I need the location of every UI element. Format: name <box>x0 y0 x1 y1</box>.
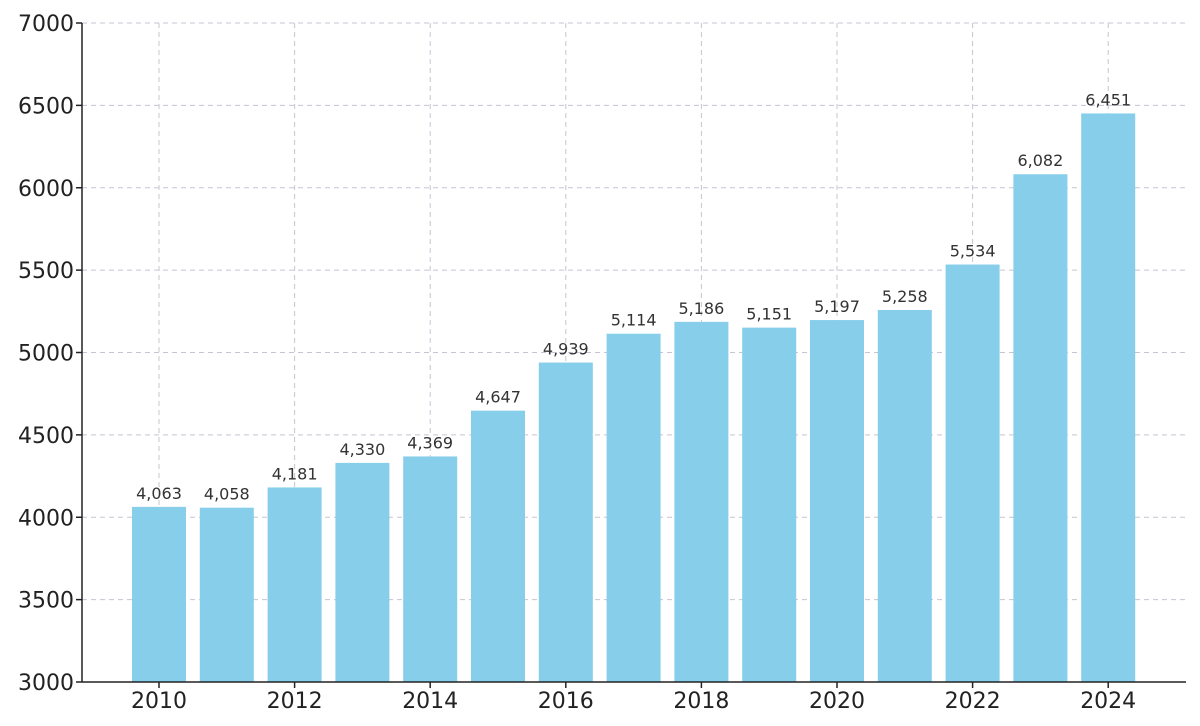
x-tick-label-2022: 2022 <box>945 689 1001 714</box>
data-label-2019: 5,151 <box>746 305 792 324</box>
data-label-2014: 4,369 <box>407 433 453 452</box>
bar-2020 <box>810 320 864 682</box>
data-label-2016: 4,939 <box>543 340 589 359</box>
bar-2014 <box>403 456 458 682</box>
x-tick-label-2024: 2024 <box>1080 689 1136 714</box>
bar-2019 <box>742 327 797 682</box>
bars <box>132 113 1136 683</box>
data-label-2017: 5,114 <box>611 311 657 330</box>
x-tick-label-2016: 2016 <box>538 689 594 714</box>
bar-2017 <box>606 333 661 682</box>
bar-2018 <box>674 321 729 682</box>
y-tick-label-6000: 6000 <box>18 177 74 202</box>
data-labels: 4,063 4,058 4,181 4,330 4,369 4,647 4,939 5,114… <box>136 90 1131 503</box>
y-tick-label-5500: 5500 <box>18 259 74 284</box>
data-label-2020: 5,197 <box>814 297 860 316</box>
data-label-2023: 6,082 <box>1017 151 1063 170</box>
tick-labels: 3000 3500 4000 4500 5000 5500 6000 6500 7000 2010… <box>18 12 1136 714</box>
y-tick-label-4500: 4500 <box>18 424 74 449</box>
y-tick-label-6500: 6500 <box>18 94 74 119</box>
bar-2013 <box>335 462 390 682</box>
y-tick-label-5000: 5000 <box>18 342 74 367</box>
bar-2015 <box>471 410 525 682</box>
axes <box>76 22 1186 688</box>
data-label-2015: 4,647 <box>475 388 521 407</box>
bar-2021 <box>877 309 932 682</box>
data-label-2021: 5,258 <box>882 287 928 306</box>
bar-2022 <box>945 264 1000 682</box>
data-label-2024: 6,451 <box>1085 90 1131 109</box>
data-label-2012: 4,181 <box>272 464 318 483</box>
data-label-2013: 4,330 <box>339 440 385 459</box>
y-tick-label-4000: 4000 <box>18 506 74 531</box>
data-label-2022: 5,534 <box>950 242 996 261</box>
bar-2010 <box>132 506 186 682</box>
x-tick-label-2014: 2014 <box>402 689 458 714</box>
y-tick-label-3000: 3000 <box>18 671 74 696</box>
x-tick-label-2018: 2018 <box>673 689 729 714</box>
data-label-2018: 5,186 <box>678 299 724 318</box>
x-tick-label-2020: 2020 <box>809 689 865 714</box>
data-label-2011: 4,058 <box>204 485 250 504</box>
bar-2012 <box>267 487 322 682</box>
bar-2011 <box>199 507 254 682</box>
bar-2023 <box>1013 174 1068 683</box>
x-tick-label-2012: 2012 <box>267 689 323 714</box>
x-tick-label-2010: 2010 <box>131 689 187 714</box>
data-label-2010: 4,063 <box>136 484 182 503</box>
y-tick-label-7000: 7000 <box>18 12 74 37</box>
bar-2016 <box>538 362 593 682</box>
y-tick-label-3500: 3500 <box>18 589 74 614</box>
bar-2024 <box>1081 113 1136 682</box>
